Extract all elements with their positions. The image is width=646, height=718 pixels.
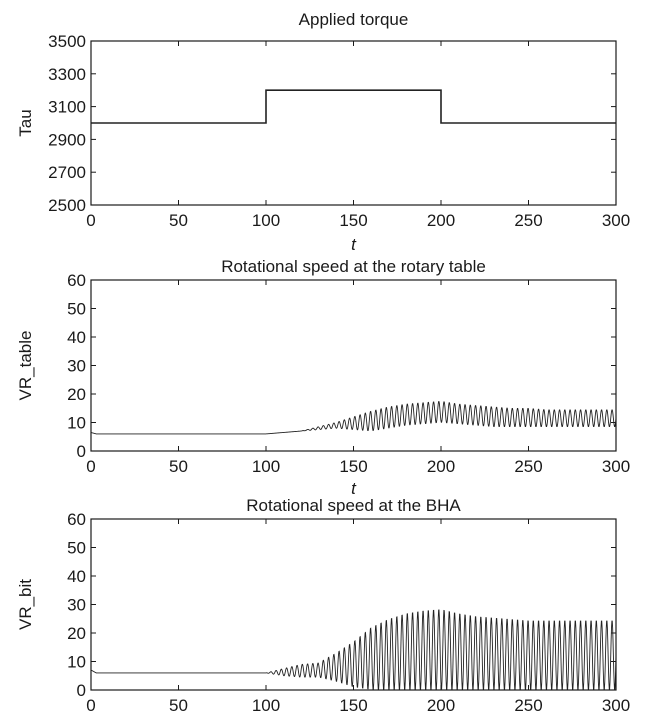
series-line [90,609,617,690]
x-tick-label: 100 [252,457,280,476]
chart-panel-2: Rotational speed at the rotary table 0 50 1… [16,257,630,498]
y-axis-label: VR_table [16,331,35,401]
y-tick-label: 50 [67,539,86,558]
y-tick-label: 3100 [48,98,86,117]
y-tick-label: 60 [67,510,86,529]
y-tick-label: 3300 [48,65,86,84]
y-tick-label: 20 [67,385,86,404]
y-tick-label: 20 [67,624,86,643]
y-tick-label: 3500 [48,32,86,51]
x-tick-label: 200 [427,696,455,715]
chart-panel-1: Applied torque 0 50 100 150 200 250 300 2500 2700… [16,10,630,254]
plot-frame [90,40,617,206]
y-tick-label: 40 [67,328,86,347]
y-tick-label: 2900 [48,130,86,149]
x-tick-label: 150 [339,696,367,715]
x-tick-label: 250 [514,457,542,476]
x-tick-label: 0 [86,457,95,476]
y-tick-label: 2700 [48,163,86,182]
y-tick-label: 40 [67,567,86,586]
x-tick-label: 0 [86,211,95,230]
y-tick-label: 10 [67,653,86,672]
x-tick-label: 150 [339,211,367,230]
y-tick-label: 30 [67,596,86,615]
plot-frame [90,279,617,452]
x-tick-label: 100 [252,211,280,230]
y-axis-label: VR_bit [16,579,35,630]
series-line [90,401,617,435]
x-tick-label: 0 [86,696,95,715]
y-axis-label: Tau [16,109,35,136]
x-tick-label: 300 [602,211,630,230]
x-tick-label: 300 [602,696,630,715]
y-tick-label: 10 [67,414,86,433]
y-tick-label: 0 [77,681,86,700]
y-tick-label: 2500 [48,196,86,215]
series-line [91,89,616,124]
x-tick-label: 250 [514,696,542,715]
y-tick-label: 30 [67,357,86,376]
x-tick-label: 50 [169,457,188,476]
chart-title: Rotational speed at the rotary table [221,257,486,276]
chart-title: Applied torque [299,10,409,29]
x-tick-label: 200 [427,211,455,230]
x-tick-label: 50 [169,211,188,230]
x-tick-label: 150 [339,457,367,476]
x-tick-label: 200 [427,457,455,476]
y-tick-label: 60 [67,271,86,290]
x-axis-label: t [351,479,357,498]
x-tick-label: 100 [252,696,280,715]
x-tick-label: 250 [514,211,542,230]
x-axis-label: t [351,235,357,254]
plot-frame [90,518,617,691]
x-tick-label: 300 [602,457,630,476]
chart-title: Rotational speed at the BHA [246,496,461,515]
y-tick-label: 0 [77,442,86,461]
y-tick-label: 50 [67,300,86,319]
x-tick-label: 50 [169,696,188,715]
